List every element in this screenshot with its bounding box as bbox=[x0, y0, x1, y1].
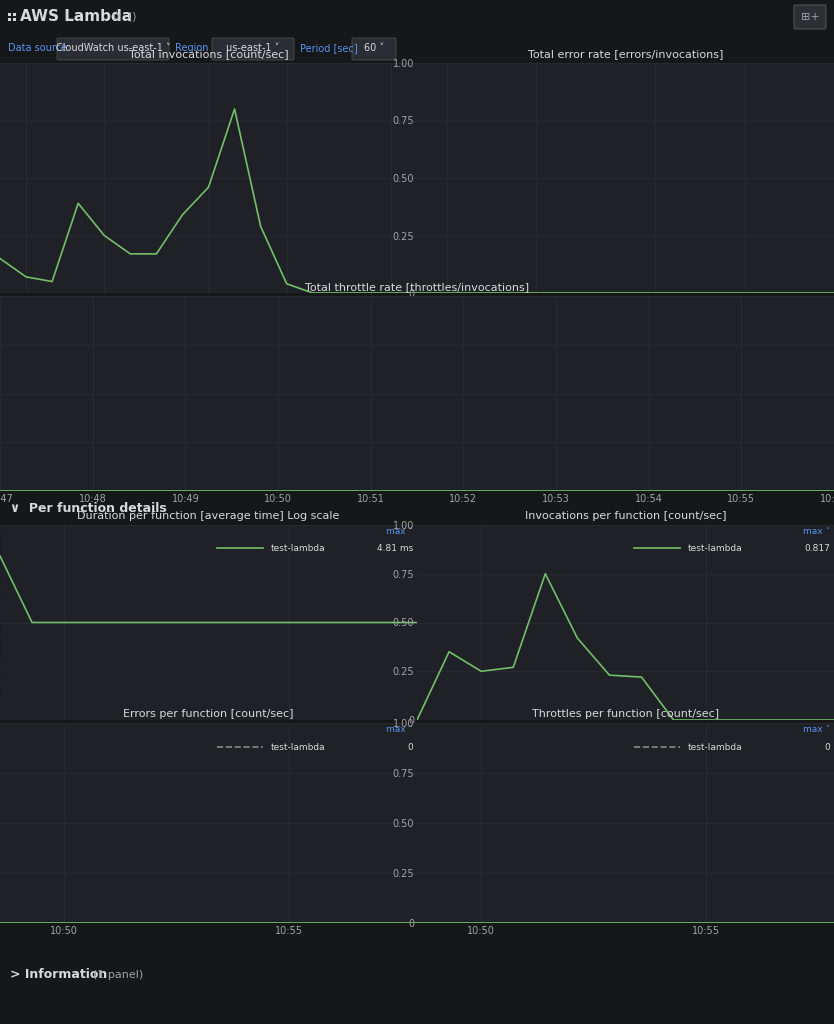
Bar bbox=[13, 17, 17, 22]
Text: CloudWatch us-east-1 ˅: CloudWatch us-east-1 ˅ bbox=[56, 43, 170, 53]
Title: Total invocations [count/sec]: Total invocations [count/sec] bbox=[128, 49, 289, 59]
Title: Errors per function [count/sec]: Errors per function [count/sec] bbox=[123, 710, 294, 720]
Text: 4.81 ms: 4.81 ms bbox=[377, 544, 413, 553]
Text: 0: 0 bbox=[824, 742, 830, 752]
Text: test-lambda: test-lambda bbox=[271, 742, 325, 752]
Text: Data source: Data source bbox=[8, 43, 67, 53]
Text: 60 ˅: 60 ˅ bbox=[364, 43, 384, 53]
FancyBboxPatch shape bbox=[794, 5, 826, 29]
Title: Total error rate [errors/invocations]: Total error rate [errors/invocations] bbox=[528, 49, 723, 59]
Title: Throttles per function [count/sec]: Throttles per function [count/sec] bbox=[532, 710, 719, 720]
Text: Region: Region bbox=[175, 43, 208, 53]
Text: 0: 0 bbox=[407, 742, 413, 752]
Text: Period [sec]: Period [sec] bbox=[300, 43, 358, 53]
Text: test-lambda: test-lambda bbox=[271, 544, 325, 553]
Title: Invocations per function [count/sec]: Invocations per function [count/sec] bbox=[525, 511, 726, 521]
Text: us-east-1 ˅: us-east-1 ˅ bbox=[226, 43, 279, 53]
Bar bbox=[8, 17, 12, 22]
Bar bbox=[8, 12, 12, 16]
Text: max ˅: max ˅ bbox=[803, 527, 830, 536]
Title: Total throttle rate [throttles/invocations]: Total throttle rate [throttles/invocatio… bbox=[305, 283, 529, 293]
Text: 0.817: 0.817 bbox=[804, 544, 830, 553]
Text: AWS Lambda: AWS Lambda bbox=[20, 9, 132, 24]
Text: max ˅: max ˅ bbox=[803, 725, 830, 734]
FancyBboxPatch shape bbox=[212, 38, 294, 60]
Text: ⊞+: ⊞+ bbox=[801, 11, 819, 22]
Text: ∨  Per function details: ∨ Per function details bbox=[10, 502, 167, 514]
Text: (1 panel): (1 panel) bbox=[93, 970, 143, 980]
Text: test-lambda: test-lambda bbox=[688, 544, 742, 553]
Text: max ˅: max ˅ bbox=[386, 725, 413, 734]
Text: ⟨⟩: ⟨⟩ bbox=[128, 11, 137, 22]
FancyBboxPatch shape bbox=[352, 38, 396, 60]
Title: Duration per function [average time] Log scale: Duration per function [average time] Log… bbox=[78, 511, 339, 521]
Text: max ˅: max ˅ bbox=[386, 527, 413, 536]
FancyBboxPatch shape bbox=[57, 38, 169, 60]
Text: ☆: ☆ bbox=[110, 10, 121, 23]
Bar bbox=[13, 12, 17, 16]
Text: > Information: > Information bbox=[10, 969, 108, 981]
Text: test-lambda: test-lambda bbox=[688, 742, 742, 752]
